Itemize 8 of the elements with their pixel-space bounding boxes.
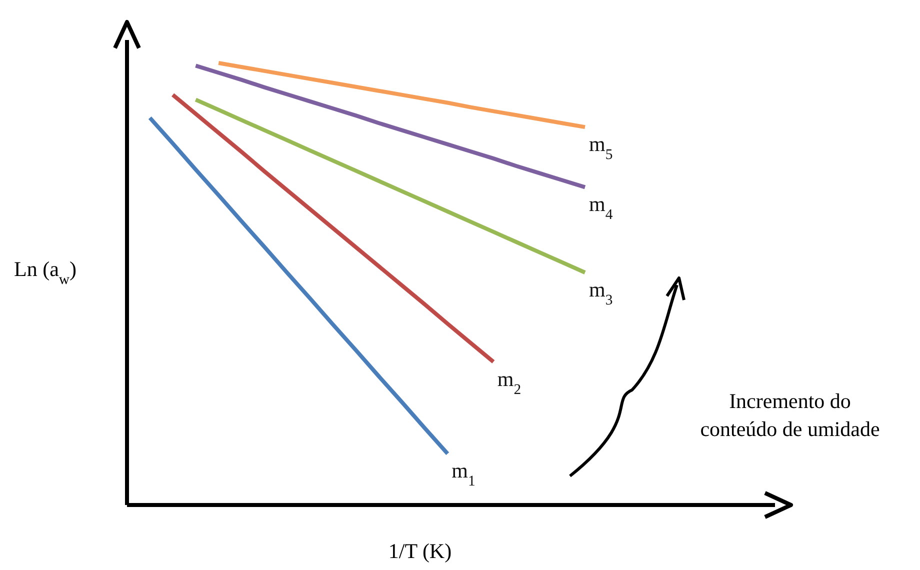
series-label: m$_{5}$ xyxy=(589,132,613,164)
series-label: m$_{1}$ xyxy=(452,458,476,490)
series-label: m$_{2}$ xyxy=(497,366,522,398)
text: Incremento do conteúdo de umidade xyxy=(700,389,880,441)
series-label: m$_{4}$ xyxy=(589,192,614,224)
x-axis-title: 1/T (K) xyxy=(388,539,452,563)
series-label: m$_{3}$ xyxy=(589,278,613,309)
y-axis-title: Ln (a$_{w}$) xyxy=(14,257,77,288)
